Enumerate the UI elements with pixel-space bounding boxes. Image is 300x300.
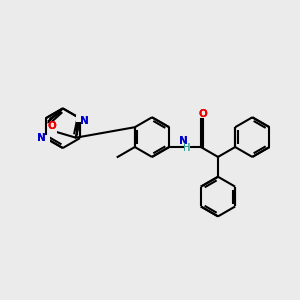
Text: N: N xyxy=(80,116,88,126)
Text: H: H xyxy=(183,143,191,153)
Text: N: N xyxy=(80,116,88,126)
FancyBboxPatch shape xyxy=(199,111,207,117)
FancyBboxPatch shape xyxy=(48,127,57,134)
Text: O: O xyxy=(48,121,56,131)
FancyBboxPatch shape xyxy=(184,145,190,151)
Text: N: N xyxy=(37,133,46,143)
Text: N: N xyxy=(37,133,46,143)
Text: N: N xyxy=(178,136,188,146)
Text: O: O xyxy=(199,109,207,119)
FancyBboxPatch shape xyxy=(41,135,50,142)
Text: O: O xyxy=(48,121,56,131)
FancyBboxPatch shape xyxy=(48,123,57,130)
Text: N: N xyxy=(178,136,188,146)
Text: O: O xyxy=(199,109,207,119)
Text: H: H xyxy=(183,143,191,153)
FancyBboxPatch shape xyxy=(76,115,84,122)
FancyBboxPatch shape xyxy=(182,138,188,144)
